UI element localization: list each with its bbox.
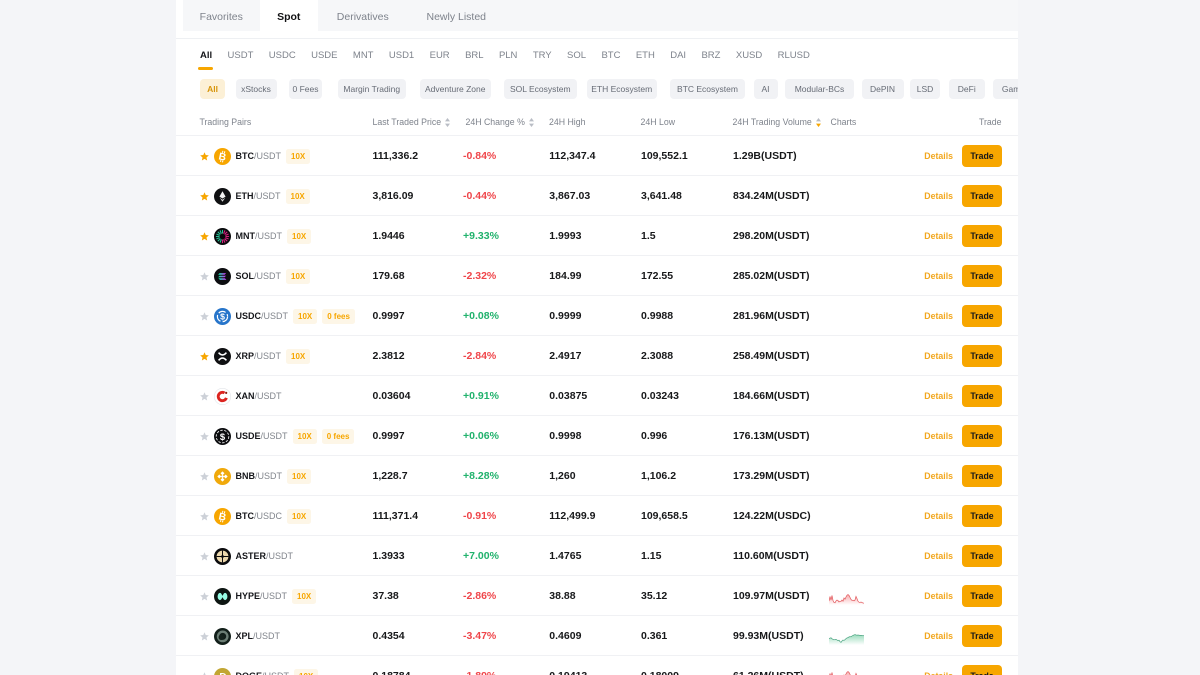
svg-text:$: $ [219, 431, 225, 442]
svg-text:$: $ [220, 311, 225, 321]
svg-text:B: B [217, 151, 226, 163]
svg-text:B: B [217, 511, 226, 523]
svg-text:D: D [219, 672, 226, 675]
